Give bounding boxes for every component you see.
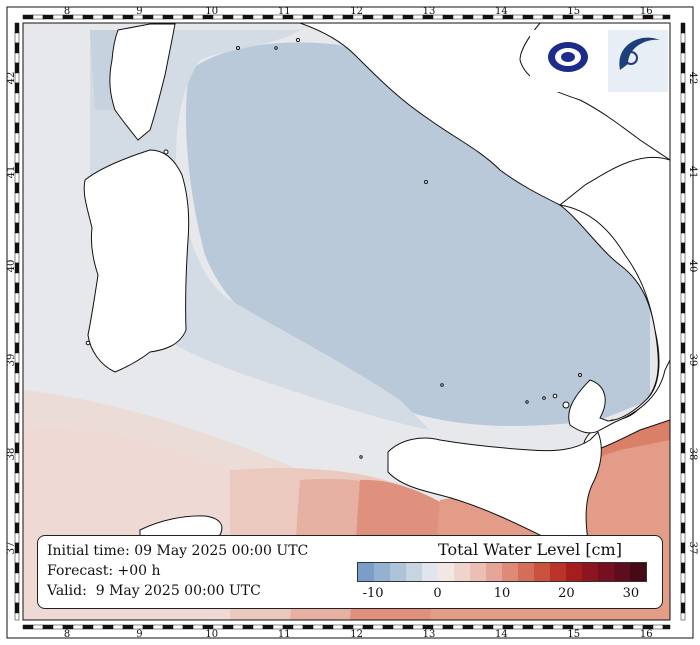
lon-tick-label-top: 15: [567, 6, 580, 17]
colorbar-swatch: [374, 563, 390, 581]
colorbar-tick-label: -10: [362, 586, 384, 601]
colorbar: [357, 562, 647, 582]
lat-tick-label-right: 42: [687, 72, 698, 85]
colorbar-swatch: [566, 563, 582, 581]
forecast-info: Initial time: 09 May 2025 00:00 UTC Fore…: [47, 541, 308, 601]
colorbar-swatch: [470, 563, 486, 581]
lat-tick-label-left: 37: [6, 542, 17, 555]
colorbar-swatch: [598, 563, 614, 581]
lon-tick-label-top: 10: [205, 6, 218, 17]
lon-tick-label-bottom: 9: [136, 629, 142, 640]
lat-tick-label-right: 37: [687, 542, 698, 555]
lat-tick-label-right: 38: [687, 448, 698, 461]
lat-labels-right: 42 41 40 39 38 37: [687, 72, 698, 555]
colorbar-title: Total Water Level [cm]: [438, 540, 622, 559]
colorbar-swatch: [582, 563, 598, 581]
lat-tick-label-left: 39: [6, 354, 17, 367]
colorbar-swatch: [406, 563, 422, 581]
colorbar-swatch: [486, 563, 502, 581]
lat-tick-label-left: 41: [6, 166, 17, 179]
lon-tick-label-bottom: 11: [278, 629, 291, 640]
colorbar-swatch: [454, 563, 470, 581]
colorbar-swatch: [534, 563, 550, 581]
lon-tick-label-top: 14: [495, 6, 508, 17]
colorbar-swatch: [630, 563, 646, 581]
lon-tick-label-bottom: 8: [64, 629, 70, 640]
colorbar-swatch: [358, 563, 374, 581]
colorbar-tick-label: 10: [493, 586, 511, 601]
lat-tick-label-left: 42: [6, 72, 17, 85]
colorbar-ticks: -10 0 10 20 30: [357, 586, 647, 604]
colorbar-swatch: [438, 563, 454, 581]
logo-area: [530, 30, 668, 92]
lon-labels-top: 8 9 10 11 12 13 14 15 16: [64, 6, 653, 17]
colorbar-swatch: [390, 563, 406, 581]
lon-tick-label-bottom: 16: [640, 629, 653, 640]
lon-tick-label-top: 13: [423, 6, 436, 17]
lat-tick-label-left: 38: [6, 448, 17, 461]
lon-tick-label-bottom: 15: [567, 629, 580, 640]
lon-tick-label-bottom: 10: [205, 629, 218, 640]
lat-tick-label-right: 39: [687, 354, 698, 367]
lat-tick-label-left: 40: [6, 260, 17, 273]
colorbar-swatch: [614, 563, 630, 581]
map-frame: 8 9 10 11 12 13 14 15 16 8 9 10 11 12 13 14 15 16 42 41 40…: [6, 6, 698, 640]
colorbar-swatch: [502, 563, 518, 581]
kaharora-logo: [548, 42, 588, 72]
lon-tick-label-top: 12: [350, 6, 363, 17]
colorbar-tick-label: 0: [433, 586, 442, 601]
info-box: Initial time: 09 May 2025 00:00 UTC Fore…: [37, 535, 663, 609]
initial-time-text: Initial time: 09 May 2025 00:00 UTC: [47, 543, 309, 559]
colorbar-swatch: [550, 563, 566, 581]
lon-tick-label-top: 8: [64, 6, 70, 17]
lon-tick-label-top: 9: [136, 6, 142, 17]
colorbar-tick-label: 20: [558, 586, 575, 601]
colorbar-tick-label: 30: [622, 586, 640, 601]
lon-tick-label-top: 11: [278, 6, 291, 17]
colorbar-swatch: [518, 563, 534, 581]
frame-ticks: [14, 14, 686, 630]
colorbar-swatch: [422, 563, 438, 581]
lon-tick-label-bottom: 13: [423, 629, 436, 640]
ismar-logo: [608, 30, 668, 92]
lon-tick-label-top: 16: [640, 6, 653, 17]
forecast-hour-text: Forecast: +00 h: [47, 563, 161, 579]
lon-tick-label-bottom: 14: [495, 629, 508, 640]
lat-tick-label-right: 40: [687, 260, 698, 273]
lat-tick-label-right: 41: [687, 166, 698, 179]
valid-time-text: Valid: 9 May 2025 00:00 UTC: [47, 583, 261, 599]
lat-labels-left: 42 41 40 39 38 37: [6, 72, 17, 555]
lon-labels-bottom: 8 9 10 11 12 13 14 15 16: [64, 629, 653, 640]
lon-tick-label-bottom: 12: [350, 629, 363, 640]
